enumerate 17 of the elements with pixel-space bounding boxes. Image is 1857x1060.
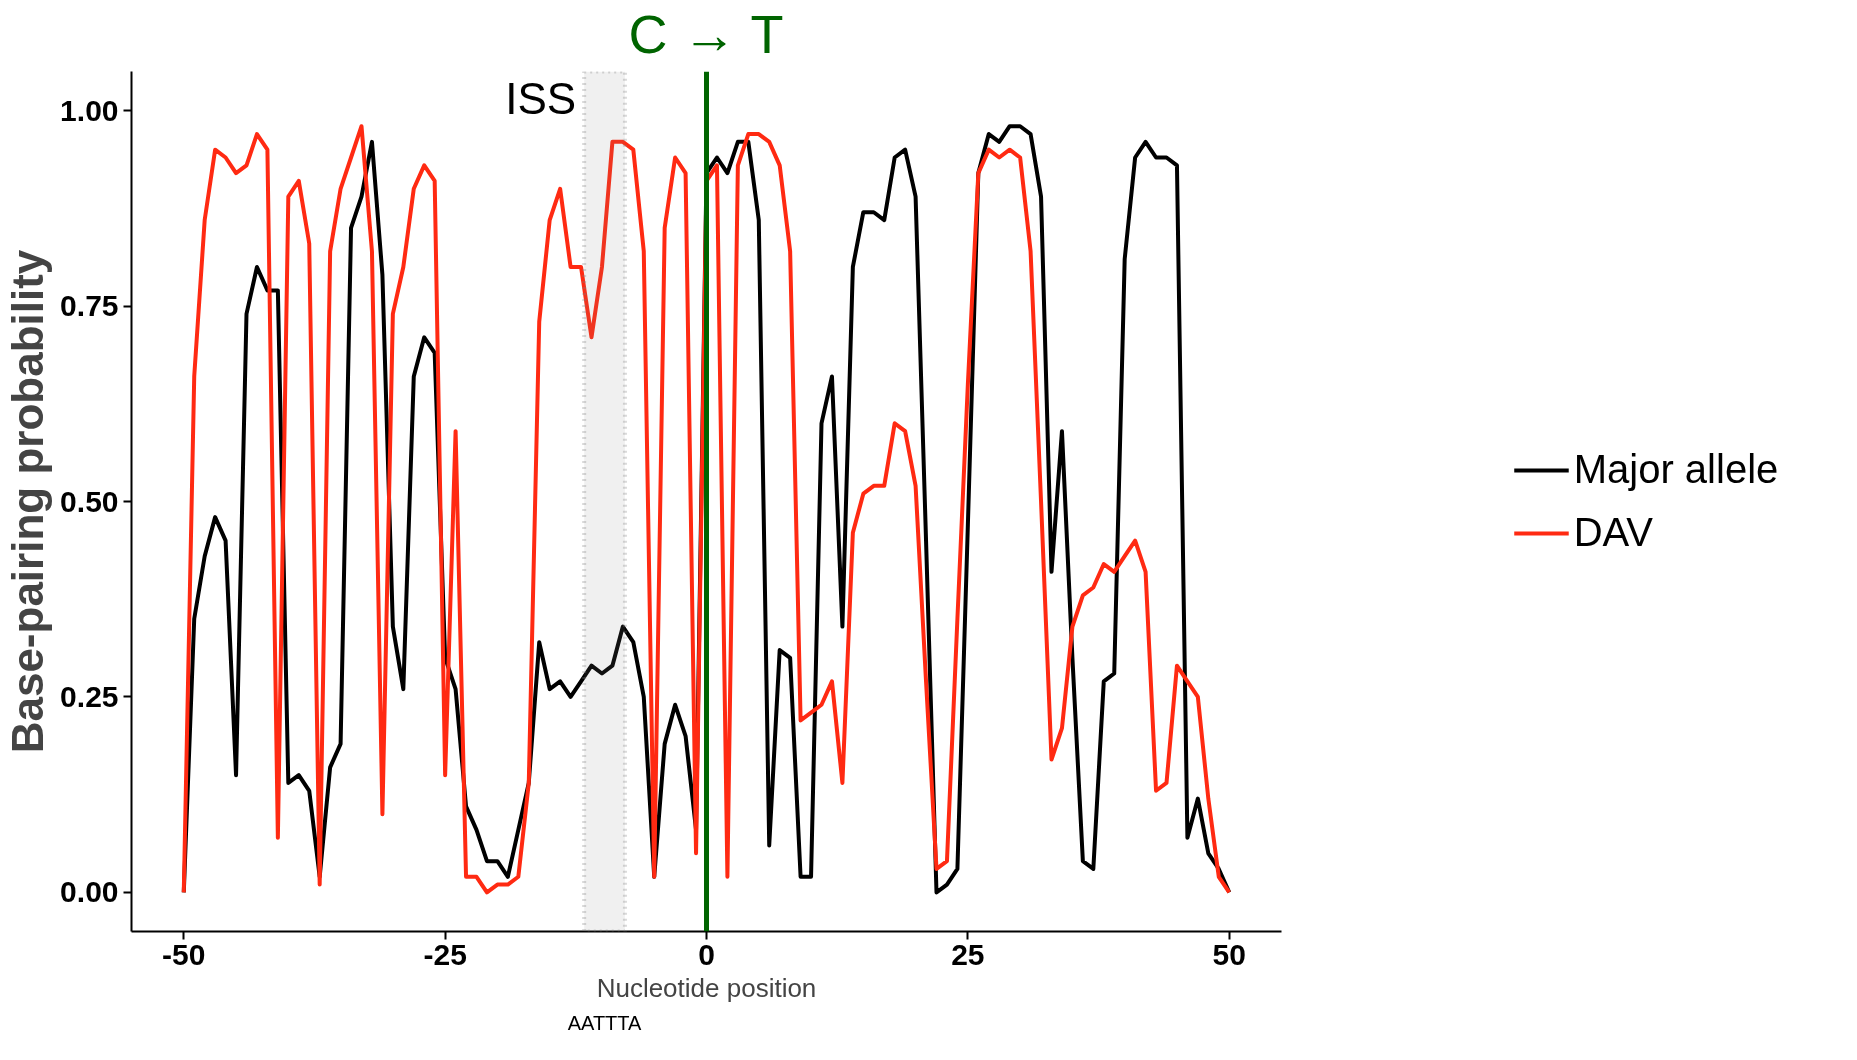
legend-label: DAV: [1573, 510, 1654, 555]
legend-label: Major allele: [1573, 447, 1779, 492]
x-tick-label: 0: [698, 937, 715, 971]
ref-line-label: C → T: [628, 3, 784, 64]
band-label: ISS: [505, 73, 577, 123]
y-tick-label: 1.00: [60, 93, 119, 127]
x-tick-label: -25: [423, 937, 467, 971]
y-tick-label: 0.75: [60, 289, 119, 323]
x-tick-label: 25: [951, 937, 985, 971]
y-tick-label: 0.25: [60, 679, 119, 713]
y-tick-label: 0.50: [60, 484, 119, 518]
x-tick-label: -50: [162, 937, 206, 971]
x-tick-label: 50: [1212, 937, 1246, 971]
x-axis-title: Nucleotide position: [596, 972, 817, 1003]
y-axis-title: Base-pairing probability: [3, 249, 53, 754]
text: AATTTA: [567, 1011, 643, 1034]
y-tick-label: 0.00: [60, 875, 119, 909]
